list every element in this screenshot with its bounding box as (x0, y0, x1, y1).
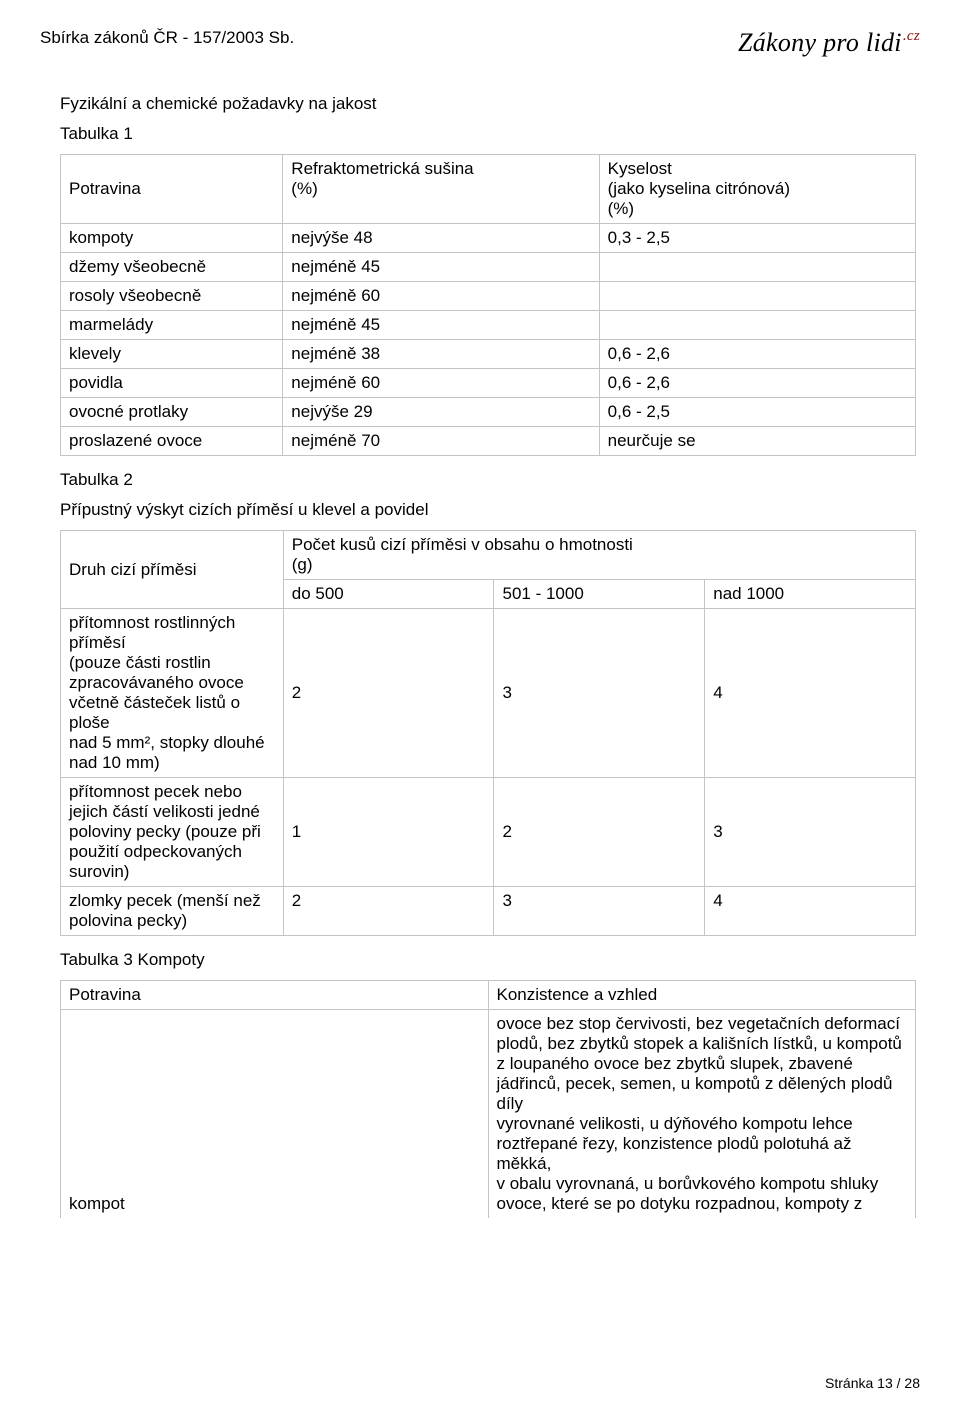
cell: povidla (61, 369, 283, 398)
table-row: přítomnost rostlinných příměsí (pouze čá… (61, 609, 916, 778)
cell: nad 1000 (705, 580, 916, 609)
cell: ovoce bez stop červivosti, bez vegetační… (488, 1010, 916, 1219)
page-header: Sbírka zákonů ČR - 157/2003 Sb. Zákony p… (40, 28, 920, 58)
cell: nejméně 45 (283, 253, 599, 282)
table-row: marmeládynejméně 45 (61, 311, 916, 340)
cell (599, 311, 915, 340)
t2-col1-header: Druh cizí příměsi (61, 531, 284, 609)
cell: přítomnost pecek nebo jejich částí velik… (61, 778, 284, 887)
t1-col3-header: Kyselost (jako kyselina citrónová) (%) (599, 155, 915, 224)
table-header-row: Druh cizí příměsi Počet kusů cizí příměs… (61, 531, 916, 580)
cell: 4 (705, 609, 916, 778)
cell: nejméně 38 (283, 340, 599, 369)
cell: 3 (494, 887, 705, 936)
table2-label: Tabulka 2 (60, 470, 916, 490)
cell: 1 (283, 778, 494, 887)
section-title: Fyzikální a chemické požadavky na jakost (60, 94, 916, 114)
cell: kompot (61, 1010, 489, 1219)
cell: 2 (283, 609, 494, 778)
cell: proslazené ovoce (61, 427, 283, 456)
t3-col1-header: Potravina (61, 981, 489, 1010)
brand-main: Zákony pro lidi (738, 28, 902, 57)
cell: džemy všeobecně (61, 253, 283, 282)
t1-col2-header: Refraktometrická sušina (%) (283, 155, 599, 224)
table-header-row: Potravina Konzistence a vzhled (61, 981, 916, 1010)
t2-colspan-header: Počet kusů cizí příměsi v obsahu o hmotn… (283, 531, 915, 580)
cell: 4 (705, 887, 916, 936)
cell: nejméně 60 (283, 369, 599, 398)
table-row: kompotynejvýše 480,3 - 2,5 (61, 224, 916, 253)
page-footer: Stránka 13 / 28 (825, 1375, 920, 1391)
cell: nejméně 45 (283, 311, 599, 340)
cell: ovocné protlaky (61, 398, 283, 427)
cell: nejvýše 48 (283, 224, 599, 253)
table1-label: Tabulka 1 (60, 124, 916, 144)
cell: přítomnost rostlinných příměsí (pouze čá… (61, 609, 284, 778)
cell: nejméně 70 (283, 427, 599, 456)
cell: 2 (494, 778, 705, 887)
table-row: povidlanejméně 600,6 - 2,6 (61, 369, 916, 398)
cell: neurčuje se (599, 427, 915, 456)
table-header-row: Potravina Refraktometrická sušina (%) Ky… (61, 155, 916, 224)
cell: klevely (61, 340, 283, 369)
table-row: proslazené ovocenejméně 70neurčuje se (61, 427, 916, 456)
table-row: rosoly všeobecněnejméně 60 (61, 282, 916, 311)
table-row: klevelynejméně 380,6 - 2,6 (61, 340, 916, 369)
cell: 0,6 - 2,6 (599, 369, 915, 398)
table-row: zlomky pecek (menší než polovina pecky) … (61, 887, 916, 936)
cell: do 500 (283, 580, 494, 609)
cell: zlomky pecek (menší než polovina pecky) (61, 887, 284, 936)
cell: kompoty (61, 224, 283, 253)
table-2: Druh cizí příměsi Počet kusů cizí příměs… (60, 530, 916, 936)
table-1: Potravina Refraktometrická sušina (%) Ky… (60, 154, 916, 456)
doc-id: Sbírka zákonů ČR - 157/2003 Sb. (40, 28, 294, 48)
brand-logo: Zákony pro lidi.cz (738, 28, 920, 58)
cell: nejméně 60 (283, 282, 599, 311)
t3-col2-header: Konzistence a vzhled (488, 981, 916, 1010)
cell: 0,6 - 2,6 (599, 340, 915, 369)
brand-suffix: .cz (903, 28, 920, 44)
cell: 0,6 - 2,5 (599, 398, 915, 427)
table-3: Potravina Konzistence a vzhled kompot ov… (60, 980, 916, 1218)
table-row: ovocné protlakynejvýše 290,6 - 2,5 (61, 398, 916, 427)
table-row: džemy všeobecněnejméně 45 (61, 253, 916, 282)
cell: nejvýše 29 (283, 398, 599, 427)
table-row: kompot ovoce bez stop červivosti, bez ve… (61, 1010, 916, 1219)
cell: 0,3 - 2,5 (599, 224, 915, 253)
cell (599, 253, 915, 282)
table3-label: Tabulka 3 Kompoty (60, 950, 916, 970)
cell (599, 282, 915, 311)
cell: marmelády (61, 311, 283, 340)
cell: 3 (494, 609, 705, 778)
cell: 3 (705, 778, 916, 887)
table-row: přítomnost pecek nebo jejich částí velik… (61, 778, 916, 887)
table2-subtitle: Přípustný výskyt cizích příměsí u klevel… (60, 500, 916, 520)
cell: rosoly všeobecně (61, 282, 283, 311)
cell: 501 - 1000 (494, 580, 705, 609)
cell: 2 (283, 887, 494, 936)
t1-col1-header: Potravina (61, 155, 283, 224)
